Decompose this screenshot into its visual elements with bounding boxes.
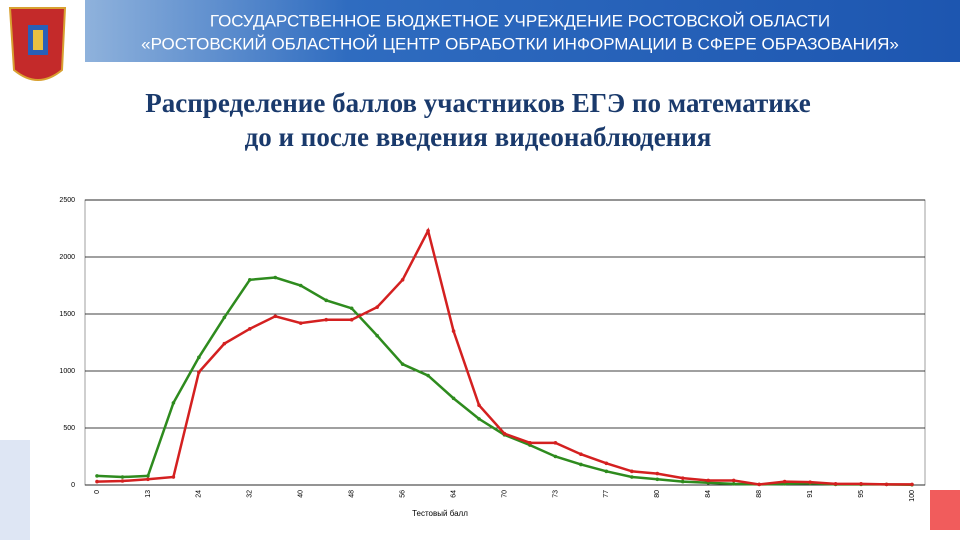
data-point xyxy=(298,283,303,288)
y-tick-label: 1000 xyxy=(59,368,75,375)
data-point xyxy=(833,482,838,486)
data-point xyxy=(375,305,379,309)
y-tick-label: 500 xyxy=(63,425,75,432)
data-point xyxy=(426,228,430,233)
data-point xyxy=(349,317,354,322)
header-line: «РОСТОВСКИЙ ОБЛАСТНОЙ ЦЕНТР ОБРАБОТКИ ИН… xyxy=(141,34,899,53)
data-point xyxy=(910,482,914,487)
data-point xyxy=(171,401,176,405)
y-tick-label: 1500 xyxy=(59,311,75,318)
x-tick-label: 91 xyxy=(807,490,814,498)
data-point xyxy=(884,482,889,487)
data-point xyxy=(146,477,150,482)
data-point xyxy=(95,479,99,484)
x-tick-label: 80 xyxy=(654,490,661,498)
data-point xyxy=(349,306,354,311)
data-point xyxy=(808,480,812,484)
x-tick-label: 88 xyxy=(756,490,763,498)
data-point xyxy=(222,315,227,320)
data-point xyxy=(197,355,201,360)
chart-title: Распределение баллов участников ЕГЭ по м… xyxy=(145,88,810,118)
data-point xyxy=(477,417,481,421)
x-tick-label: 24 xyxy=(196,490,203,498)
data-point xyxy=(273,314,278,319)
x-tick-label: 13 xyxy=(145,490,152,498)
data-point xyxy=(680,479,685,484)
data-point xyxy=(477,403,481,408)
data-point xyxy=(859,482,863,486)
data-point xyxy=(451,396,456,401)
x-tick-label: 40 xyxy=(298,490,305,498)
data-point xyxy=(248,278,252,282)
data-point xyxy=(324,317,329,322)
y-tick-label: 0 xyxy=(71,482,75,489)
data-point xyxy=(451,329,456,333)
x-tick-label: 64 xyxy=(450,490,457,498)
data-point xyxy=(731,482,736,486)
data-point xyxy=(426,373,430,378)
data-point xyxy=(400,278,405,282)
data-point xyxy=(298,321,303,325)
data-point xyxy=(604,469,609,474)
data-point xyxy=(95,474,99,478)
y-tick-label: 2500 xyxy=(59,197,75,204)
data-point xyxy=(579,462,583,467)
line-series xyxy=(96,276,913,487)
data-point xyxy=(248,327,252,331)
data-point xyxy=(782,479,787,484)
data-point xyxy=(273,275,278,280)
data-point xyxy=(120,479,125,483)
data-point xyxy=(502,431,507,436)
data-point xyxy=(171,475,176,479)
data-point xyxy=(680,476,685,480)
x-tick-label: 95 xyxy=(858,490,865,498)
x-tick-label: 73 xyxy=(552,490,559,498)
plot-area xyxy=(84,199,926,486)
data-point xyxy=(757,482,761,487)
data-point xyxy=(655,471,660,476)
x-tick-label: 48 xyxy=(349,490,356,498)
data-point xyxy=(222,341,227,346)
x-tick-label: 77 xyxy=(603,490,610,498)
x-tick-label: 70 xyxy=(501,490,508,498)
data-point xyxy=(706,478,711,483)
y-tick-label: 2000 xyxy=(59,254,75,261)
chart-subtitle: до и после введения видеонаблюдения xyxy=(245,122,712,152)
data-point xyxy=(579,452,583,457)
x-tick-label: 100 xyxy=(909,490,916,502)
data-point xyxy=(197,370,201,374)
data-point xyxy=(553,441,558,445)
data-point xyxy=(375,333,379,338)
data-point xyxy=(120,475,125,479)
data-point xyxy=(553,454,558,459)
data-point xyxy=(630,475,634,479)
data-point xyxy=(731,478,736,483)
flag-decor xyxy=(0,440,30,540)
x-tick-label: 56 xyxy=(399,490,406,498)
x-tick-label: 0 xyxy=(94,490,101,494)
line-series xyxy=(96,227,912,486)
flag-decor xyxy=(930,490,960,530)
data-point xyxy=(528,441,532,445)
x-axis-label: Тестовый балл xyxy=(412,509,468,518)
data-point xyxy=(630,469,634,474)
x-tick-label: 84 xyxy=(705,490,712,498)
header-line: ГОСУДАРСТВЕННОЕ БЮДЖЕТНОЕ УЧРЕЖДЕНИЕ РОС… xyxy=(210,11,830,30)
data-point xyxy=(604,461,609,466)
x-tick-label: 32 xyxy=(247,490,254,498)
data-point xyxy=(324,298,329,303)
data-point xyxy=(655,477,660,482)
header-banner xyxy=(85,0,960,62)
data-point xyxy=(400,362,405,366)
data-point xyxy=(146,474,150,478)
emblem xyxy=(8,7,67,81)
